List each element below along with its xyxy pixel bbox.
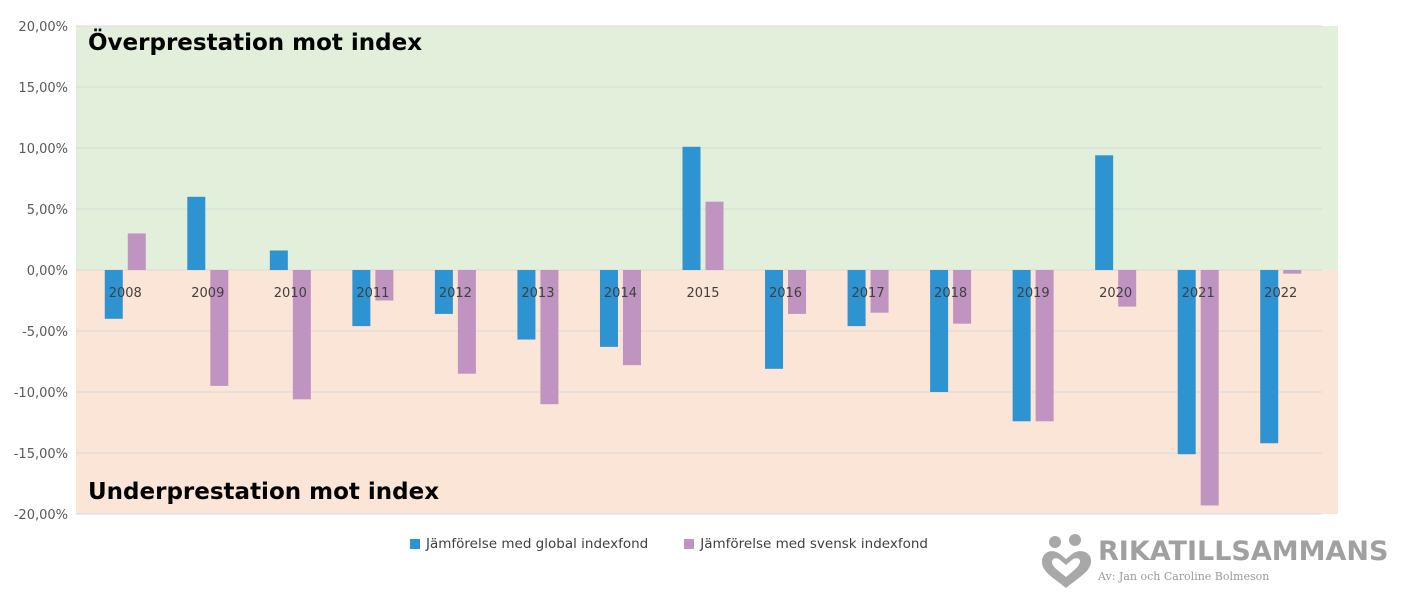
x-tick-label-2018: 2018 [934, 286, 967, 301]
bar-global-2009 [187, 196, 206, 270]
x-tick-label-2015: 2015 [686, 286, 719, 301]
legend-swatch-global [410, 539, 420, 549]
logo-wordmark: RIKATILLSAMMANS [1098, 536, 1389, 567]
bar-swedish-2010 [292, 270, 311, 400]
x-tick-label-2009: 2009 [191, 286, 224, 301]
x-tick-label-2010: 2010 [274, 286, 307, 301]
bar-swedish-2016 [788, 270, 807, 314]
y-tick-label: -15,00% [14, 447, 68, 462]
y-tick-label: 15,00% [18, 81, 68, 96]
y-tick-label: -10,00% [14, 386, 68, 401]
logo-byline: Av: Jan och Caroline Bolmeson [1098, 570, 1270, 583]
bar-swedish-2021 [1200, 270, 1219, 506]
legend-label-swedish: Jämförelse med svensk indexfond [700, 536, 928, 552]
y-tick-label: 0,00% [27, 264, 68, 279]
underperformance-label: Underprestation mot index [88, 479, 439, 505]
x-tick-label-2008: 2008 [109, 286, 142, 301]
legend: Jämförelse med global indexfond Jämförel… [410, 536, 928, 552]
bar-swedish-2019 [1035, 270, 1054, 422]
bar-global-2014 [599, 270, 618, 347]
bar-swedish-2022 [1283, 270, 1302, 274]
bar-global-2019 [1012, 270, 1031, 422]
x-tick-label-2022: 2022 [1264, 286, 1297, 301]
bar-global-2018 [930, 270, 949, 392]
bars [104, 146, 1302, 506]
x-tick-label-2016: 2016 [769, 286, 802, 301]
bar-global-2016 [765, 270, 784, 369]
bar-global-2022 [1260, 270, 1279, 444]
two-people-heart-icon [1042, 534, 1092, 588]
bar-global-2010 [269, 250, 288, 270]
x-axis-category-labels: 2008 2009 2010 2011 2012 2013 2014 2015 2016 2017… [109, 286, 1298, 301]
y-tick-label: 20,00% [18, 20, 68, 35]
legend-label-global: Jämförelse med global indexfond [426, 536, 649, 552]
x-tick-label-2012: 2012 [439, 286, 472, 301]
x-tick-label-2017: 2017 [852, 286, 885, 301]
legend-item-swedish: Jämförelse med svensk indexfond [684, 536, 928, 552]
bar-global-2013 [517, 270, 536, 340]
bar-swedish-2015 [705, 201, 724, 270]
bar-swedish-2008 [127, 233, 146, 270]
bar-swedish-2018 [953, 270, 972, 324]
x-tick-label-2013: 2013 [521, 286, 554, 301]
bar-global-2012 [434, 270, 453, 314]
bar-global-2015 [682, 146, 701, 270]
bar-global-2011 [352, 270, 371, 327]
bar-swedish-2012 [457, 270, 476, 374]
bar-global-2008 [104, 270, 123, 319]
bar-swedish-2020 [1118, 270, 1137, 307]
legend-item-global: Jämförelse med global indexfond [410, 536, 648, 552]
rikatillsammans-logo: RIKATILLSAMMANS Av: Jan och Caroline Bol… [1036, 532, 1401, 592]
bar-global-2020 [1095, 155, 1114, 270]
x-tick-label-2014: 2014 [604, 286, 637, 301]
bar-swedish-2017 [870, 270, 889, 313]
y-axis: 20,00% 15,00% 10,00% 5,00% 0,00% -5,00% -10,00… [14, 20, 68, 523]
y-tick-label: 5,00% [27, 203, 68, 218]
bar-swedish-2013 [540, 270, 559, 405]
bar-swedish-2011 [375, 270, 394, 301]
bar-swedish-2009 [210, 270, 229, 386]
overperformance-label: Överprestation mot index [88, 28, 422, 56]
x-tick-label-2011: 2011 [356, 286, 389, 301]
legend-swatch-swedish [684, 539, 695, 549]
y-tick-label: -20,00% [14, 508, 68, 523]
y-tick-label: -5,00% [22, 325, 68, 340]
x-tick-label-2020: 2020 [1099, 286, 1132, 301]
bar-swedish-2014 [622, 270, 641, 366]
x-tick-label-2019: 2019 [1017, 286, 1050, 301]
bar-global-2017 [847, 270, 866, 327]
y-tick-label: 10,00% [18, 142, 68, 157]
x-tick-label-2021: 2021 [1182, 286, 1215, 301]
bar-global-2021 [1177, 270, 1196, 455]
